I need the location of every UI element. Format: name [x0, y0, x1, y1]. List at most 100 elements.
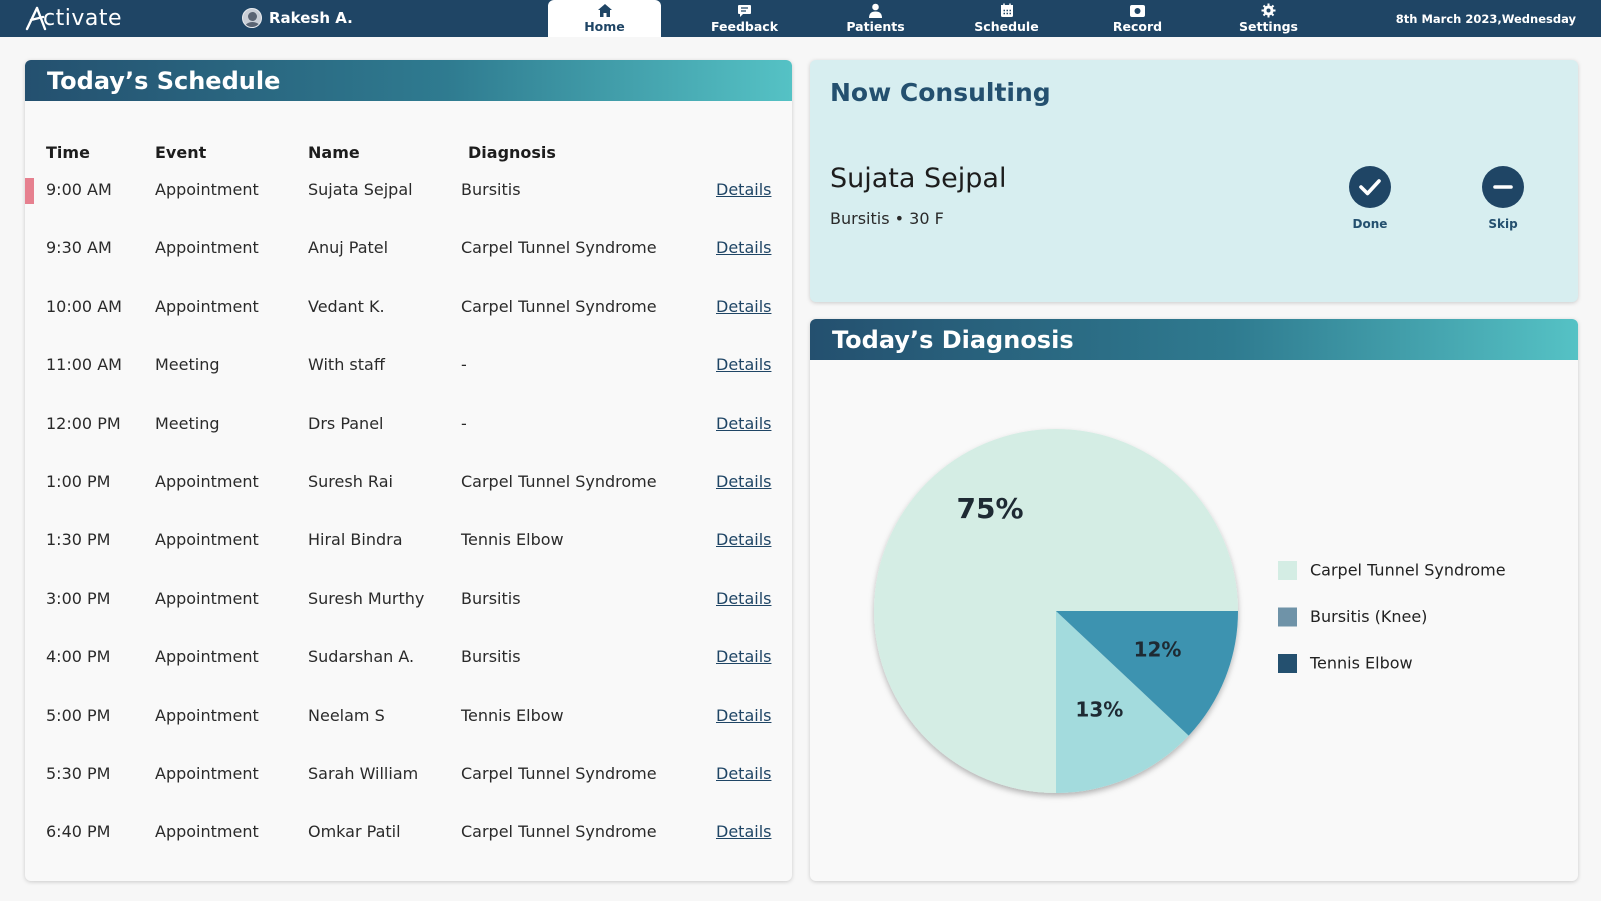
- row-event: Appointment: [155, 705, 259, 725]
- schedule-rows: 9:00 AM Appointment Sujata Sejpal Bursitis D…: [25, 177, 792, 881]
- skip-label: Skip: [1488, 217, 1518, 231]
- row-name: Suresh Rai: [308, 471, 393, 491]
- minus-icon: [1482, 166, 1524, 208]
- row-name: Omkar Patil: [308, 822, 401, 842]
- details-link[interactable]: Details: [716, 705, 772, 725]
- diagnosis-panel: Today’s Diagnosis 75% 13% 12% Carpel Tunnel…: [810, 319, 1578, 881]
- row-time: 12:00 PM: [46, 413, 121, 433]
- row-diagnosis: -: [461, 413, 467, 433]
- tab-home[interactable]: Home: [548, 0, 661, 37]
- user-profile[interactable]: Rakesh A.: [242, 8, 353, 28]
- row-event: Appointment: [155, 763, 259, 783]
- tab-feedback-label: Feedback: [710, 19, 779, 34]
- table-row: 12:00 PM Meeting Drs Panel - Details: [25, 414, 792, 472]
- row-diagnosis: Tennis Elbow: [461, 530, 564, 550]
- tab-record-label: Record: [1112, 19, 1163, 34]
- column-header-event: Event: [155, 143, 207, 162]
- row-event: Appointment: [155, 647, 259, 667]
- row-event: Appointment: [155, 822, 259, 842]
- table-row: 5:30 PM Appointment Sarah William Carpel Tu…: [25, 764, 792, 822]
- home-icon: [597, 4, 612, 17]
- row-diagnosis: -: [461, 355, 467, 375]
- main-nav: Home Feedback Patients Schedule Record S…: [548, 0, 1334, 37]
- tab-schedule[interactable]: Schedule: [941, 0, 1072, 37]
- row-diagnosis: Tennis Elbow: [461, 705, 564, 725]
- slice-value-label: 75%: [956, 492, 1023, 525]
- tab-settings[interactable]: Settings: [1203, 0, 1334, 37]
- current-patient-info: Bursitis • 30 F: [830, 209, 944, 228]
- tab-home-label: Home: [584, 19, 625, 34]
- row-event: Appointment: [155, 238, 259, 258]
- bullet-separator: •: [894, 209, 910, 228]
- row-diagnosis: Bursitis: [461, 588, 521, 608]
- row-name: Vedant K.: [308, 296, 385, 316]
- app-logo[interactable]: ctivate: [25, 4, 122, 32]
- done-button[interactable]: Done: [1340, 166, 1400, 231]
- user-name: Rakesh A.: [269, 9, 353, 27]
- legend-label: Tennis Elbow: [1309, 654, 1413, 673]
- row-event: Appointment: [155, 530, 259, 550]
- details-link[interactable]: Details: [716, 822, 772, 842]
- table-row: 3:00 PM Appointment Suresh Murthy Bursitis D…: [25, 589, 792, 647]
- table-row: 6:40 PM Appointment Omkar Patil Carpel Tunn…: [25, 822, 792, 880]
- row-name: Suresh Murthy: [308, 588, 425, 608]
- row-name: Sudarshan A.: [308, 647, 415, 667]
- details-link[interactable]: Details: [716, 180, 772, 199]
- details-link[interactable]: Details: [716, 588, 772, 608]
- row-diagnosis: Carpel Tunnel Syndrome: [461, 822, 657, 842]
- skip-button[interactable]: Skip: [1473, 166, 1533, 231]
- row-event: Meeting: [155, 413, 220, 433]
- row-time: 5:30 PM: [46, 763, 111, 783]
- row-time: 11:00 AM: [46, 355, 122, 375]
- gear-icon: [1261, 3, 1276, 18]
- table-row: 1:30 PM Appointment Hiral Bindra Tennis Elb…: [25, 530, 792, 588]
- tab-schedule-label: Schedule: [974, 19, 1039, 34]
- row-diagnosis: Carpel Tunnel Syndrome: [461, 763, 657, 783]
- slice-value-label: 12%: [1134, 638, 1182, 662]
- top-bar: ctivate Rakesh A. Home Feedback Patients…: [0, 0, 1601, 37]
- details-link[interactable]: Details: [716, 355, 772, 375]
- table-row: 11:00 AM Meeting With staff - Details: [25, 355, 792, 413]
- row-name: With staff: [308, 355, 385, 375]
- column-header-diagnosis: Diagnosis: [468, 143, 556, 162]
- legend-label: Carpel Tunnel Syndrome: [1310, 561, 1506, 580]
- row-time: 10:00 AM: [46, 296, 122, 316]
- details-link[interactable]: Details: [716, 238, 772, 258]
- diagnosis-pie-chart: 75% 13% 12% Carpel Tunnel Syndrome Bursitis …: [874, 429, 1506, 793]
- row-diagnosis: Bursitis: [461, 180, 521, 199]
- pie-slices: [874, 429, 1238, 793]
- row-time: 5:00 PM: [46, 705, 111, 725]
- row-name: Hiral Bindra: [308, 530, 403, 550]
- current-patient-diagnosis: Bursitis: [830, 209, 890, 228]
- details-link[interactable]: Details: [716, 296, 772, 316]
- slice-value-label: 13%: [1075, 698, 1123, 722]
- column-header-name: Name: [308, 143, 360, 162]
- now-consulting-title: Now Consulting: [830, 78, 1051, 107]
- logo-text: ctivate: [43, 5, 122, 31]
- row-time: 9:30 AM: [46, 238, 112, 258]
- legend-swatch: [1278, 654, 1297, 673]
- row-event: Appointment: [155, 471, 259, 491]
- row-time: 9:00 AM: [46, 180, 112, 199]
- tab-record[interactable]: Record: [1072, 0, 1203, 37]
- current-patient-age-sex: 30 F: [909, 209, 944, 228]
- tab-patients[interactable]: Patients: [810, 0, 941, 37]
- details-link[interactable]: Details: [716, 471, 772, 491]
- row-event: Appointment: [155, 296, 259, 316]
- legend-label: Bursitis (Knee): [1310, 607, 1427, 626]
- row-name: Anuj Patel: [308, 238, 389, 258]
- tab-feedback[interactable]: Feedback: [679, 0, 810, 37]
- row-diagnosis: Carpel Tunnel Syndrome: [461, 471, 657, 491]
- row-name: Neelam S: [308, 705, 385, 725]
- pie-slice: [1056, 611, 1238, 736]
- column-header-time: Time: [46, 143, 90, 162]
- table-row: 1:00 PM Appointment Suresh Rai Carpel Tunne…: [25, 472, 792, 530]
- details-link[interactable]: Details: [716, 647, 772, 667]
- details-link[interactable]: Details: [716, 530, 772, 550]
- schedule-title: Today’s Schedule: [25, 60, 792, 101]
- logo-a-icon: [25, 6, 47, 31]
- details-link[interactable]: Details: [716, 763, 772, 783]
- table-row: 4:00 PM Appointment Sudarshan A. Bursitis De…: [25, 647, 792, 705]
- avatar: [242, 8, 262, 28]
- details-link[interactable]: Details: [716, 413, 772, 433]
